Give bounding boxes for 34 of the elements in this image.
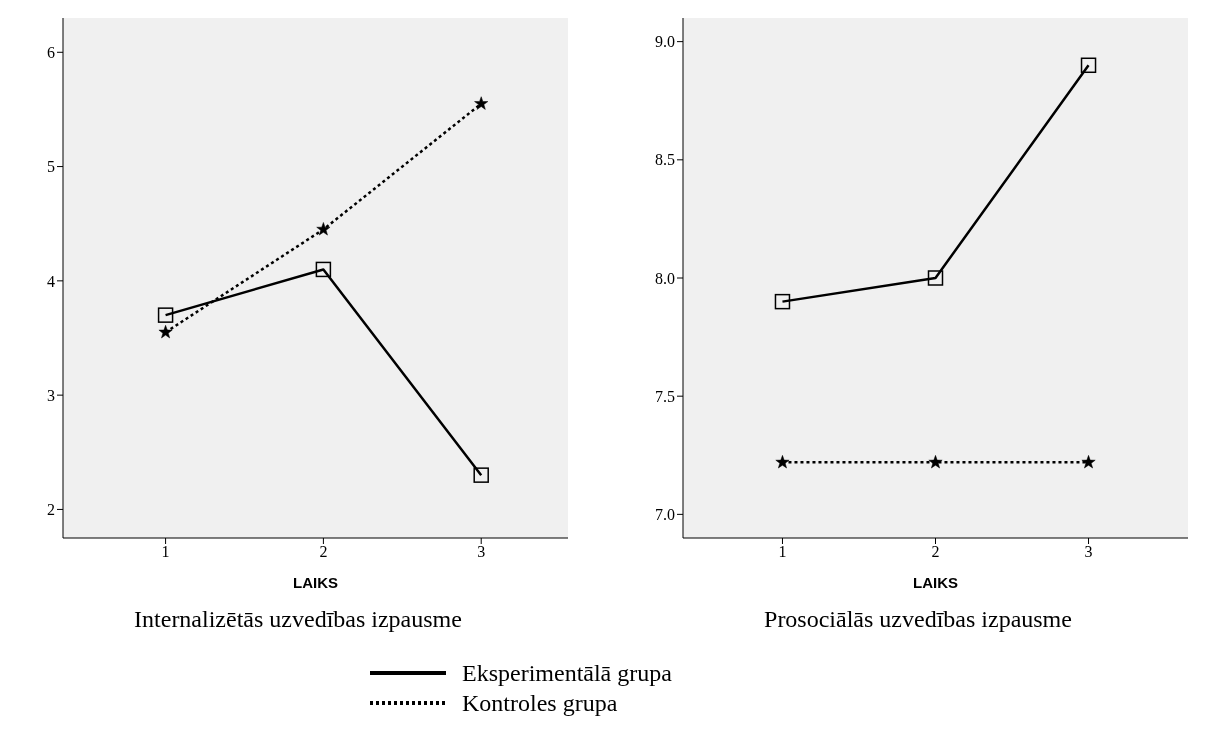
point bbox=[474, 96, 489, 110]
text: Prosociālās uzvedības izpausme bbox=[763, 606, 1073, 633]
x-axis-title: LAIKS bbox=[913, 574, 958, 591]
point bbox=[157, 307, 174, 323]
point bbox=[1080, 57, 1097, 74]
text: Internalizētās uzvedības izpausme bbox=[133, 606, 463, 633]
y-tick-label: 4 bbox=[47, 272, 55, 290]
point bbox=[473, 467, 489, 483]
y-tick-label: 9.0 bbox=[655, 33, 675, 51]
x-tick-label: 1 bbox=[161, 543, 170, 561]
y-tick-label: 7.0 bbox=[655, 506, 675, 524]
y-tick-label: 5 bbox=[47, 158, 55, 176]
y-tick-label: 8.0 bbox=[655, 269, 675, 287]
legend-label: Kontroles grupa bbox=[462, 689, 618, 717]
y-tick-label: 6 bbox=[47, 43, 55, 61]
x-tick-label: 1 bbox=[778, 543, 787, 561]
point bbox=[316, 222, 331, 236]
x-tick-label: 2 bbox=[319, 543, 328, 561]
x-axis-title: LAIKS bbox=[293, 574, 338, 591]
point bbox=[775, 455, 790, 469]
point bbox=[315, 261, 332, 278]
x-tick-label: 2 bbox=[931, 543, 940, 561]
point bbox=[1081, 455, 1096, 469]
y-tick-label: 7.5 bbox=[655, 387, 675, 405]
point bbox=[158, 325, 173, 339]
point bbox=[774, 293, 791, 310]
y-tick-label: 2 bbox=[47, 501, 55, 519]
point bbox=[928, 455, 943, 469]
legend-label: Eksperimentālā grupa bbox=[462, 659, 672, 687]
y-tick-label: 3 bbox=[47, 386, 55, 404]
point bbox=[927, 270, 944, 286]
y-tick-label: 8.5 bbox=[655, 151, 675, 169]
x-tick-label: 3 bbox=[477, 543, 486, 561]
x-tick-label: 3 bbox=[1084, 543, 1093, 561]
